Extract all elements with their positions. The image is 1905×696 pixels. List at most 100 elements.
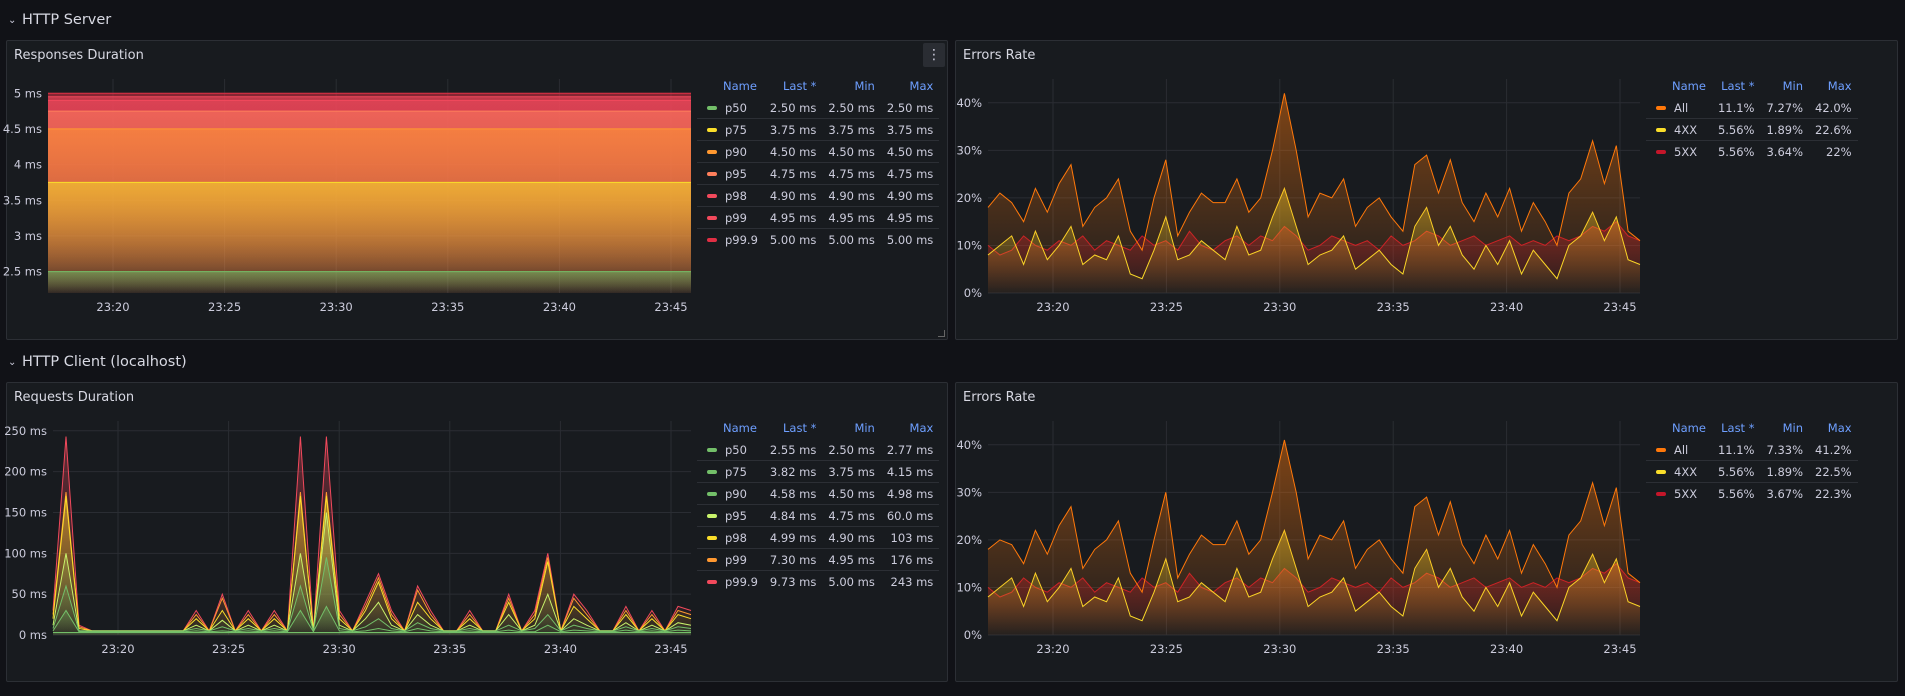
series-color-swatch <box>707 150 717 154</box>
series-color-swatch <box>1656 492 1666 496</box>
legend-row-p98[interactable]: p98 4.90 ms 4.90 ms 4.90 ms <box>697 184 940 207</box>
legend-last-value: 4.50 ms <box>763 140 823 163</box>
x-tick-label: 23:35 <box>433 642 466 656</box>
legend-row-p90[interactable]: p90 4.58 ms 4.50 ms 4.98 ms <box>697 482 940 505</box>
legend-row-4xx[interactable]: 4XX 5.56% 1.89% 22.5% <box>1646 460 1858 483</box>
legend-min-value: 4.75 ms <box>822 504 881 527</box>
series-color-swatch <box>1656 128 1666 132</box>
x-tick-label: 23:25 <box>1150 300 1183 314</box>
legend-row-p99[interactable]: p99 4.95 ms 4.95 ms 4.95 ms <box>697 206 940 229</box>
legend-col-name[interactable]: Name <box>1672 79 1706 93</box>
legend-row-p95[interactable]: p95 4.84 ms 4.75 ms 60.0 ms <box>697 504 940 527</box>
legend-row-all[interactable]: All 11.1% 7.33% 41.2% <box>1646 439 1858 461</box>
legend-min-value: 4.75 ms <box>822 162 881 185</box>
legend-min-value: 5.00 ms <box>822 570 881 592</box>
legend-last-value: 2.50 ms <box>769 100 817 115</box>
legend-series-name: p95 <box>697 504 764 527</box>
y-tick-label: 40% <box>956 438 982 452</box>
series-area-p75 <box>48 182 691 293</box>
legend-col-max[interactable]: Max <box>1827 79 1852 93</box>
panel-errors-rate-server: Errors Rate 40% 30% 20% 10% 0% 23:20 23:25 23:3… <box>955 40 1898 340</box>
legend-series-name: p95 <box>697 162 764 185</box>
legend-col-min[interactable]: Min <box>854 79 875 93</box>
x-tick-label: 23:20 <box>96 300 129 314</box>
legend-row-p50[interactable]: p50 2.55 ms 2.50 ms 2.77 ms <box>697 439 939 461</box>
legend-series-name: p99 <box>697 548 764 571</box>
series-color-swatch <box>707 470 717 474</box>
x-tick-label: 23:40 <box>1490 300 1523 314</box>
legend-max-value: 4.75 ms <box>880 162 940 185</box>
series-color-swatch <box>1656 150 1666 154</box>
legend-max-value: 243 ms <box>880 570 940 592</box>
legend-max-value: 22.5% <box>1809 460 1858 483</box>
legend-row-p98[interactable]: p98 4.99 ms 4.90 ms 103 ms <box>697 526 940 549</box>
row-title: HTTP Server <box>22 12 112 28</box>
legend-row-all[interactable]: All 11.1% 7.27% 42.0% <box>1646 97 1858 119</box>
series-color-swatch <box>707 580 717 584</box>
legend-col-max[interactable]: Max <box>909 79 934 93</box>
series-name: p99.9 <box>725 574 758 589</box>
series-color-swatch <box>707 514 717 518</box>
legend-col-name[interactable]: Name <box>1672 421 1706 435</box>
responses-duration-chart: 5 ms 4.5 ms 4 ms 3.5 ms 3 ms 2.5 ms 23:20 23:25… <box>3 79 691 314</box>
x-tick-label: 23:35 <box>431 300 464 314</box>
legend-last-value: 11.1% <box>1717 100 1755 115</box>
legend-row-p75[interactable]: p75 3.75 ms 3.75 ms 3.75 ms <box>697 118 940 141</box>
x-tick-label: 23:45 <box>654 300 687 314</box>
panel-errors-rate-client: Errors Rate 40% 30% 20% 10% 0% 23:20 23:25 23:3… <box>955 382 1898 682</box>
legend-col-last[interactable]: Last * <box>1721 79 1755 93</box>
legend-row-5xx[interactable]: 5XX 5.56% 3.67% 22.3% <box>1646 482 1858 504</box>
y-tick-label: 30% <box>956 143 982 157</box>
legend-series-name: All <box>1646 97 1712 119</box>
y-tick-label: 0 ms <box>19 628 47 642</box>
legend-col-min[interactable]: Min <box>1782 79 1804 93</box>
legend-row-p90[interactable]: p90 4.50 ms 4.50 ms 4.50 ms <box>697 140 940 163</box>
x-tick-label: 23:45 <box>1603 642 1636 656</box>
legend-row-p50[interactable]: p50 2.50 ms 2.50 ms 2.50 ms <box>697 97 939 119</box>
legend-max-value: 4.90 ms <box>880 184 940 207</box>
legend-last-value: 4.84 ms <box>763 504 823 527</box>
y-tick-label: 5 ms <box>14 86 42 100</box>
legend-col-min[interactable]: Min <box>854 421 875 435</box>
resize-handle[interactable] <box>938 330 945 337</box>
legend-row-p99-9[interactable]: p99.9 5.00 ms 5.00 ms 5.00 ms <box>697 228 940 250</box>
series-color-swatch <box>1656 470 1666 474</box>
series-name: p95 <box>725 166 747 181</box>
legend-col-name[interactable]: Name <box>723 421 757 435</box>
legend-row-5xx[interactable]: 5XX 5.56% 3.64% 22% <box>1646 140 1858 162</box>
legend-col-max[interactable]: Max <box>1827 421 1852 435</box>
legend-col-min[interactable]: Min <box>1782 421 1804 435</box>
y-tick-label: 2.5 ms <box>3 265 42 279</box>
legend-max-value: 4.98 ms <box>880 482 940 505</box>
legend-col-last[interactable]: Last * <box>783 79 817 93</box>
legend-row-p75[interactable]: p75 3.82 ms 3.75 ms 4.15 ms <box>697 460 940 483</box>
legend-row-p95[interactable]: p95 4.75 ms 4.75 ms 4.75 ms <box>697 162 940 185</box>
kebab-menu-icon[interactable]: ⋮ <box>923 43 945 67</box>
series-color-swatch <box>1656 106 1666 110</box>
series-color-swatch <box>707 106 717 110</box>
legend-col-name[interactable]: Name <box>723 79 757 93</box>
x-tick-label: 23:20 <box>101 642 134 656</box>
legend-series-name: p99.9 <box>697 570 764 592</box>
legend-series-name: p90 <box>697 140 764 163</box>
legend-col-last[interactable]: Last * <box>1721 421 1755 435</box>
x-tick-label: 23:35 <box>1377 642 1410 656</box>
series-name: p98 <box>725 188 747 203</box>
legend-row-p99-9[interactable]: p99.9 9.73 ms 5.00 ms 243 ms <box>697 570 940 592</box>
legend-row-p99[interactable]: p99 7.30 ms 4.95 ms 176 ms <box>697 548 940 571</box>
chevron-down-icon: ⌄ <box>8 14 17 26</box>
series-name: p90 <box>725 144 747 159</box>
y-tick-label: 0% <box>964 286 982 300</box>
row-http-client[interactable]: ⌄ HTTP Client (localhost) <box>8 351 187 373</box>
legend-max-value: 4.95 ms <box>880 206 940 229</box>
legend-series-name: p98 <box>697 526 764 549</box>
legend-min-value: 3.67% <box>1760 482 1810 504</box>
row-http-server[interactable]: ⌄ HTTP Server <box>8 9 111 31</box>
legend-last-value: 5.56% <box>1711 140 1761 162</box>
series-line-all <box>987 93 1641 252</box>
legend-last-value: 4.90 ms <box>763 184 823 207</box>
legend-col-last[interactable]: Last * <box>783 421 817 435</box>
legend-row-4xx[interactable]: 4XX 5.56% 1.89% 22.6% <box>1646 118 1858 141</box>
legend-max-value: 22.6% <box>1809 118 1858 141</box>
legend-col-max[interactable]: Max <box>909 421 934 435</box>
